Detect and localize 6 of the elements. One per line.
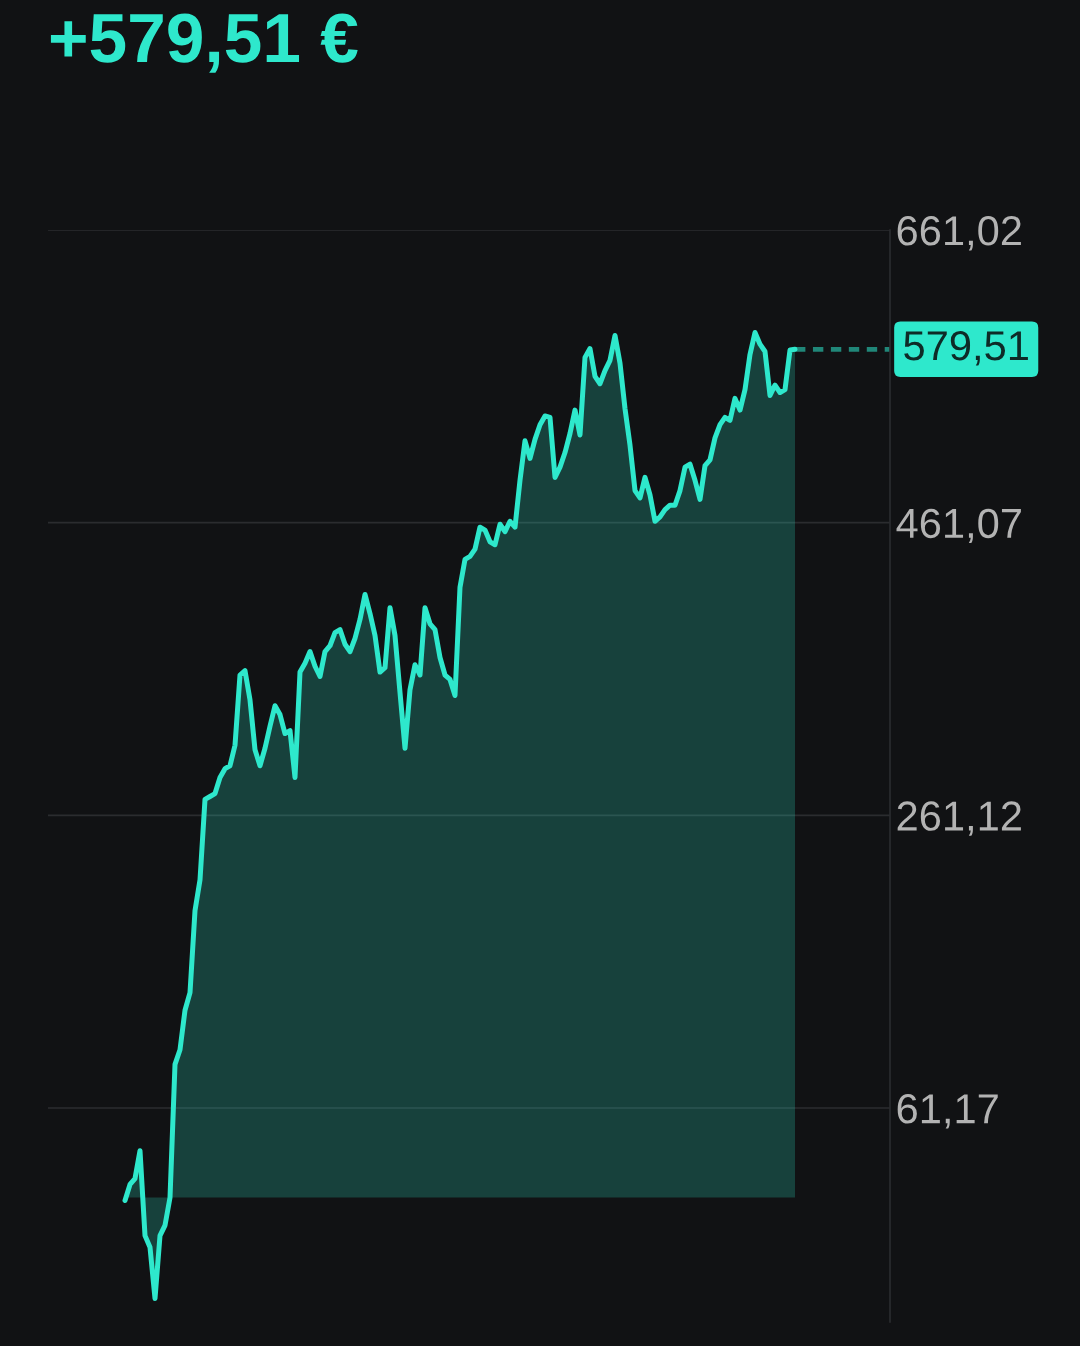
chart-title: +579,51 € [50, 13, 358, 73]
y-tick-label: 61,17 [897, 1094, 998, 1129]
y-tick-label: 261,12 [897, 801, 1021, 836]
ref-line-label: 579,51 [904, 330, 1028, 366]
y-tick-label: 661,02 [897, 216, 1021, 251]
y-tick-label: 461,07 [896, 508, 1021, 544]
